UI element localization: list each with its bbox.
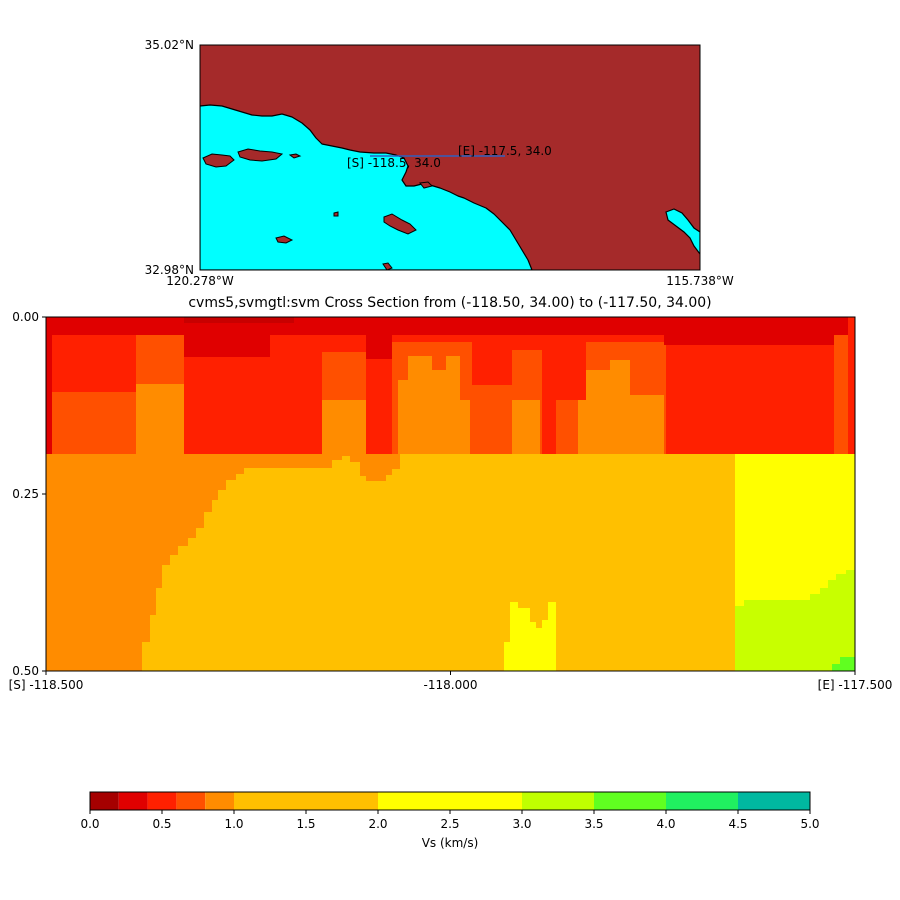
colorbar-swatch <box>666 792 738 810</box>
map-island <box>383 213 417 235</box>
y-tick-label: 0.00 <box>12 310 39 324</box>
cross-section-plot: cvms5,svmgtl:svm Cross Section from (-11… <box>9 295 893 692</box>
vs-region <box>470 385 512 454</box>
colorbar-boxes <box>90 792 810 810</box>
colorbar-swatch <box>118 792 148 810</box>
colorbar-swatch <box>90 792 119 810</box>
vs-region <box>735 570 855 671</box>
colorbar-tick-label: 0.5 <box>152 817 171 831</box>
lat-label-top: 35.02°N <box>145 38 194 52</box>
colorbar-tick-label: 0.0 <box>80 817 99 831</box>
colorbar-tick-label: 4.5 <box>728 817 747 831</box>
vs-region <box>142 454 735 671</box>
map-island <box>202 153 235 168</box>
colorbar-tick-label: 2.0 <box>368 817 387 831</box>
colorbar-tick-label: 3.0 <box>512 817 531 831</box>
colorbar-swatch <box>306 792 378 810</box>
vs-region <box>834 335 848 454</box>
colorbar-swatch <box>450 792 522 810</box>
map-gulf-bay <box>665 208 700 255</box>
colorbar-swatch <box>147 792 177 810</box>
colorbar-ticks: 0.0 0.5 1.0 1.5 2.0 2.5 3.0 3.5 4.0 4.5 5.0 <box>80 810 820 831</box>
vs-region <box>848 317 855 454</box>
vs-region <box>664 335 834 345</box>
colorbar-swatch <box>205 792 234 810</box>
x-tick-label: [E] -117.500 <box>818 678 893 692</box>
cross-section-fill <box>46 317 855 671</box>
map-island <box>333 211 339 217</box>
colorbar-swatch <box>176 792 206 810</box>
end-label: [E] -117.5, 34.0 <box>458 144 552 158</box>
colorbar: 0.0 0.5 1.0 1.5 2.0 2.5 3.0 3.5 4.0 4.5 5.0 Vs (km… <box>80 791 820 850</box>
vs-region <box>398 356 470 454</box>
start-label: [S] -118.5, 34.0 <box>347 156 441 170</box>
y-tick-label: 0.25 <box>12 487 39 501</box>
vs-region <box>512 400 540 454</box>
vs-region <box>322 400 366 454</box>
vs-region <box>366 335 392 359</box>
colorbar-label: Vs (km/s) <box>422 836 479 850</box>
map-island <box>275 235 294 244</box>
colorbar-swatch <box>234 792 306 810</box>
lon-label-right: 115.738°W <box>666 274 734 288</box>
vs-region <box>504 602 556 671</box>
map-island <box>419 181 433 189</box>
vs-region <box>136 384 184 454</box>
colorbar-tick-label: 1.0 <box>224 817 243 831</box>
map-ocean <box>200 104 533 270</box>
vs-region <box>46 317 855 335</box>
colorbar-tick-label: 4.0 <box>656 817 675 831</box>
location-map: [E] -117.5, 34.0 [S] -118.5, 34.0 35.02°… <box>145 38 734 288</box>
x-tick-label: [S] -118.500 <box>9 678 84 692</box>
colorbar-tick-label: 5.0 <box>800 817 819 831</box>
cross-section-axes: [S] -118.500 -118.000 [E] -117.500 0.00 0.25… <box>9 310 893 692</box>
vs-region <box>726 538 735 671</box>
colorbar-tick-label: 1.5 <box>296 817 315 831</box>
x-tick-label: -118.000 <box>424 678 478 692</box>
map-frame <box>199 44 701 271</box>
y-tick-label: 0.50 <box>12 664 39 678</box>
colorbar-tick-label: 2.5 <box>440 817 459 831</box>
colorbar-tick-label: 3.5 <box>584 817 603 831</box>
colorbar-swatch <box>378 792 450 810</box>
colorbar-swatch <box>738 792 810 810</box>
vs-region <box>832 657 855 671</box>
vs-region <box>184 317 294 323</box>
lon-label-left: 120.278°W <box>166 274 234 288</box>
vs-region <box>184 335 270 357</box>
vs-region <box>46 392 136 454</box>
colorbar-swatch <box>594 792 666 810</box>
vs-region <box>46 335 52 454</box>
plot-title: cvms5,svmgtl:svm Cross Section from (-11… <box>188 295 711 311</box>
colorbar-swatch <box>522 792 594 810</box>
vs-region <box>578 360 664 454</box>
map-island <box>288 153 302 159</box>
map-island <box>237 148 284 162</box>
lat-label-bottom: 32.98°N <box>145 263 194 277</box>
map-island <box>382 262 393 270</box>
